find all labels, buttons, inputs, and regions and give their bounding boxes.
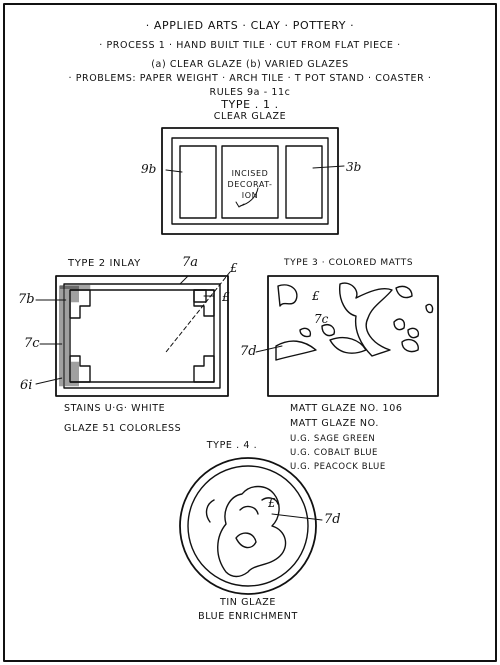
type2-tile bbox=[35, 271, 231, 397]
type2-label-right: £ bbox=[222, 290, 230, 304]
process-line: · PROCESS 1 · HAND BUILT TILE · CUT FROM… bbox=[99, 40, 401, 51]
type2-heading: TYPE 2 INLAY bbox=[68, 258, 141, 269]
type2-label-left-bottom: 6i bbox=[20, 378, 33, 393]
type1-center-label-1: INCISED bbox=[231, 169, 269, 178]
type1-glaze: CLEAR GLAZE bbox=[213, 111, 287, 122]
type2-label-left-mid: 7c bbox=[24, 336, 40, 351]
type3-label-top: £ bbox=[312, 289, 320, 303]
type3-label-left: 7d bbox=[240, 344, 257, 359]
type1-heading: TYPE . 1 . bbox=[221, 98, 279, 111]
type3-note-1: MATT GLAZE NO. 106 bbox=[290, 403, 403, 414]
type4-caption-2: BLUE ENRICHMENT bbox=[198, 611, 298, 622]
type4-medallion bbox=[179, 457, 323, 595]
type1-center-label-3: ION bbox=[241, 191, 259, 200]
outer-border bbox=[3, 3, 497, 662]
type2-label-top: 7a bbox=[182, 255, 199, 270]
type3-heading: TYPE 3 · COLORED MATTS bbox=[284, 258, 414, 268]
type4-caption-1: TIN GLAZE bbox=[219, 597, 277, 608]
type1-label-right: 3b bbox=[346, 160, 362, 174]
type3-note-5: U.G. PEACOCK BLUE bbox=[290, 462, 386, 472]
type1-center-label-2: DECORAT- bbox=[227, 180, 273, 189]
rules-line: RULES 9a - 11c bbox=[209, 87, 291, 98]
type3-label-mid: 7c bbox=[314, 312, 329, 326]
glazes-line: (a) CLEAR GLAZE (b) VARIED GLAZES bbox=[151, 59, 349, 70]
type1-tile bbox=[161, 127, 345, 235]
type1-label-left: 9b bbox=[141, 162, 157, 176]
type2-label-top-right: £ bbox=[230, 261, 238, 275]
type4-label-inner: £ bbox=[268, 496, 276, 510]
type3-tile bbox=[255, 275, 439, 397]
type2-label-left-top: 7b bbox=[18, 292, 35, 307]
type4-heading: TYPE . 4 . bbox=[206, 440, 258, 451]
plate-title: · APPLIED ARTS · CLAY · POTTERY · bbox=[145, 19, 355, 32]
type3-note-2: MATT GLAZE NO. bbox=[290, 418, 379, 429]
type4-label-right: 7d bbox=[324, 512, 341, 527]
type3-note-4: U.G. COBALT BLUE bbox=[290, 448, 378, 458]
type2-note-2: GLAZE 51 COLORLESS bbox=[64, 423, 182, 434]
type3-note-3: U.G. SAGE GREEN bbox=[290, 434, 376, 444]
type2-note-1: STAINS U·G· WHITE bbox=[64, 403, 166, 414]
problems-line: · PROBLEMS: PAPER WEIGHT · ARCH TILE · T… bbox=[68, 73, 432, 84]
